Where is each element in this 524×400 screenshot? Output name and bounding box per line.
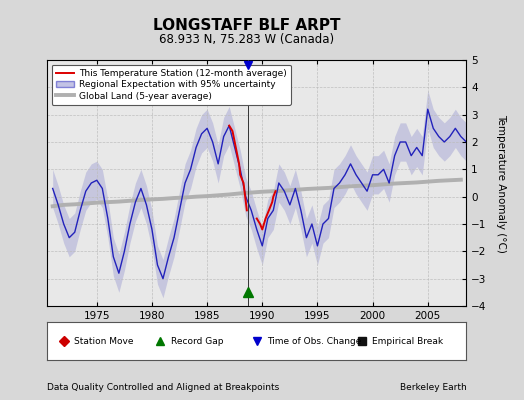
Legend: This Temperature Station (12-month average), Regional Expectation with 95% uncer: This Temperature Station (12-month avera… [52,64,291,105]
Text: 68.933 N, 75.283 W (Canada): 68.933 N, 75.283 W (Canada) [159,33,334,46]
Y-axis label: Temperature Anomaly (°C): Temperature Anomaly (°C) [496,114,506,252]
Text: Empirical Break: Empirical Break [372,336,443,346]
Text: LONGSTAFF BLF ARPT: LONGSTAFF BLF ARPT [152,18,340,33]
Text: Record Gap: Record Gap [171,336,223,346]
Text: Station Move: Station Move [74,336,134,346]
Text: Berkeley Earth: Berkeley Earth [400,384,466,392]
Text: Data Quality Controlled and Aligned at Breakpoints: Data Quality Controlled and Aligned at B… [47,384,279,392]
Text: Time of Obs. Change: Time of Obs. Change [267,336,362,346]
